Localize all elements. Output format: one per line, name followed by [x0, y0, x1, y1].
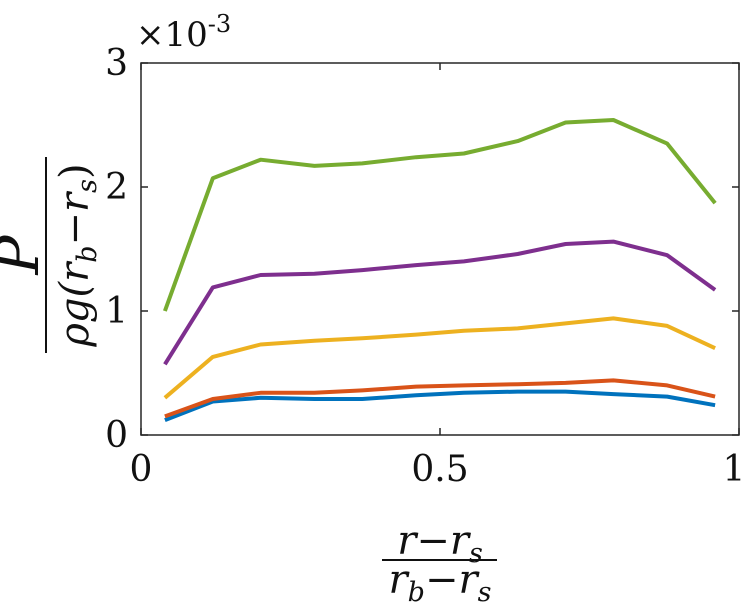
- y-axis-label: P ρg(rb−rs): [0, 157, 103, 353]
- x-tick-label-1: 0.5: [411, 449, 468, 490]
- series-line-1: [164, 389, 716, 422]
- series-line-4: [163, 239, 717, 366]
- tick-marks: [140, 62, 740, 436]
- x-label-numerator: r−rs: [397, 518, 483, 569]
- y-exponent: ×10-3: [136, 10, 231, 55]
- y-tick-label-2: 2: [105, 167, 128, 208]
- series-layer: [163, 118, 717, 422]
- x-tick-label-0: 0: [130, 449, 153, 490]
- x-axis-label: r−rs rb−rs: [382, 518, 497, 604]
- series-line-3: [163, 316, 716, 400]
- y-exponent-power: -3: [208, 10, 231, 38]
- y-tick-label-3: 3: [105, 43, 128, 84]
- y-label-denominator: ρg(rb−rs): [52, 163, 103, 347]
- series-line-5: [163, 118, 717, 312]
- y-exponent-base: ×10: [136, 15, 208, 55]
- y-tick-label-1: 1: [105, 291, 128, 332]
- x-tick-label-2: 1: [723, 449, 746, 490]
- x-label-denominator: rb−rs: [389, 557, 492, 604]
- y-label-numerator: P: [0, 235, 52, 276]
- y-tick-label-0: 0: [105, 415, 128, 456]
- series-line-2: [164, 378, 716, 419]
